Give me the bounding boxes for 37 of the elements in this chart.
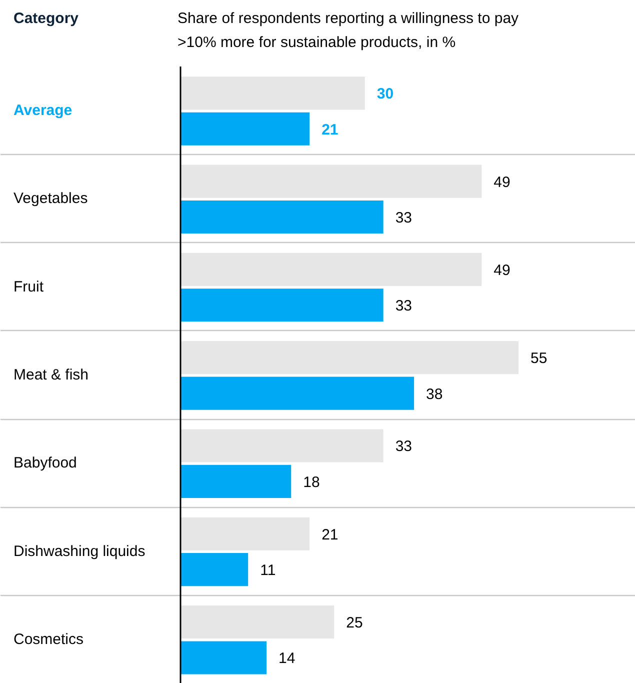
bar [180, 517, 310, 550]
data-label: 14 [278, 650, 296, 668]
bar [180, 605, 334, 639]
data-label: 55 [530, 350, 548, 368]
data-label: 30 [376, 86, 394, 103]
data-label: 18 [303, 474, 320, 491]
y-tick-label: Babyfood [14, 454, 77, 472]
data-label: 11 [260, 562, 276, 580]
data-label: 33 [395, 438, 412, 456]
data-label: 25 [346, 614, 363, 632]
bar [180, 200, 384, 234]
chart-title: Share of respondents reporting a willingness to pay >10% more for sustainable products, in % [178, 10, 520, 51]
data-label: 21 [322, 526, 338, 544]
bar [180, 429, 384, 462]
y-tick-label: Fruit [14, 278, 44, 296]
data-label: 33 [395, 210, 412, 227]
bar [180, 341, 519, 374]
bar [180, 376, 414, 410]
data-label: 21 [322, 121, 338, 138]
bar [180, 112, 310, 146]
y-tick-label: Cosmetics [14, 630, 84, 648]
y-tick-label: Vegetables [14, 190, 88, 208]
bar [180, 76, 365, 110]
data-label: 49 [494, 174, 510, 191]
data-label: 38 [426, 386, 443, 403]
y-tick-label: Average [14, 102, 72, 120]
bar [180, 641, 267, 674]
bar [180, 252, 482, 286]
bar [180, 164, 482, 198]
bar [180, 464, 292, 498]
data-label: 33 [395, 298, 412, 315]
bar [180, 553, 248, 586]
y-tick-label: Meat & fish [14, 366, 89, 384]
y-tick-label: Dishwashing liquids [14, 542, 146, 560]
data-label: 49 [494, 262, 510, 279]
y-axis-title: Category [14, 10, 80, 27]
bar [180, 288, 384, 322]
